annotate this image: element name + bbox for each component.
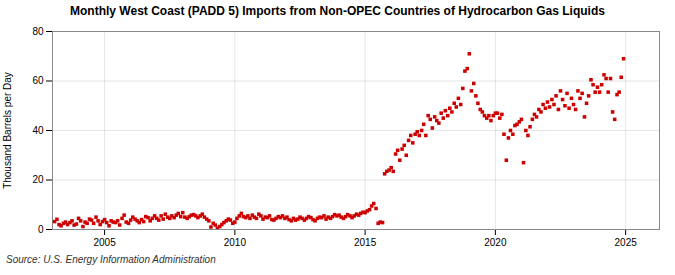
svg-text:Thousand Barrels per Day: Thousand Barrels per Day: [2, 72, 13, 189]
svg-text:40: 40: [32, 125, 44, 136]
svg-text:2005: 2005: [93, 237, 116, 248]
svg-text:20: 20: [32, 174, 44, 185]
svg-text:2025: 2025: [615, 237, 638, 248]
svg-text:80: 80: [32, 26, 44, 37]
svg-text:0: 0: [38, 224, 44, 235]
svg-text:2015: 2015: [354, 237, 377, 248]
svg-text:2010: 2010: [224, 237, 247, 248]
html-text:Source: U.S. Energy Informatio: Source: U.S. Energy Information Administ…: [6, 254, 216, 265]
svg-text:60: 60: [32, 75, 44, 86]
svg-text:2020: 2020: [484, 237, 507, 248]
html-text:Monthly West Coast (PADD 5) Im: Monthly West Coast (PADD 5) Imports from…: [70, 4, 605, 18]
